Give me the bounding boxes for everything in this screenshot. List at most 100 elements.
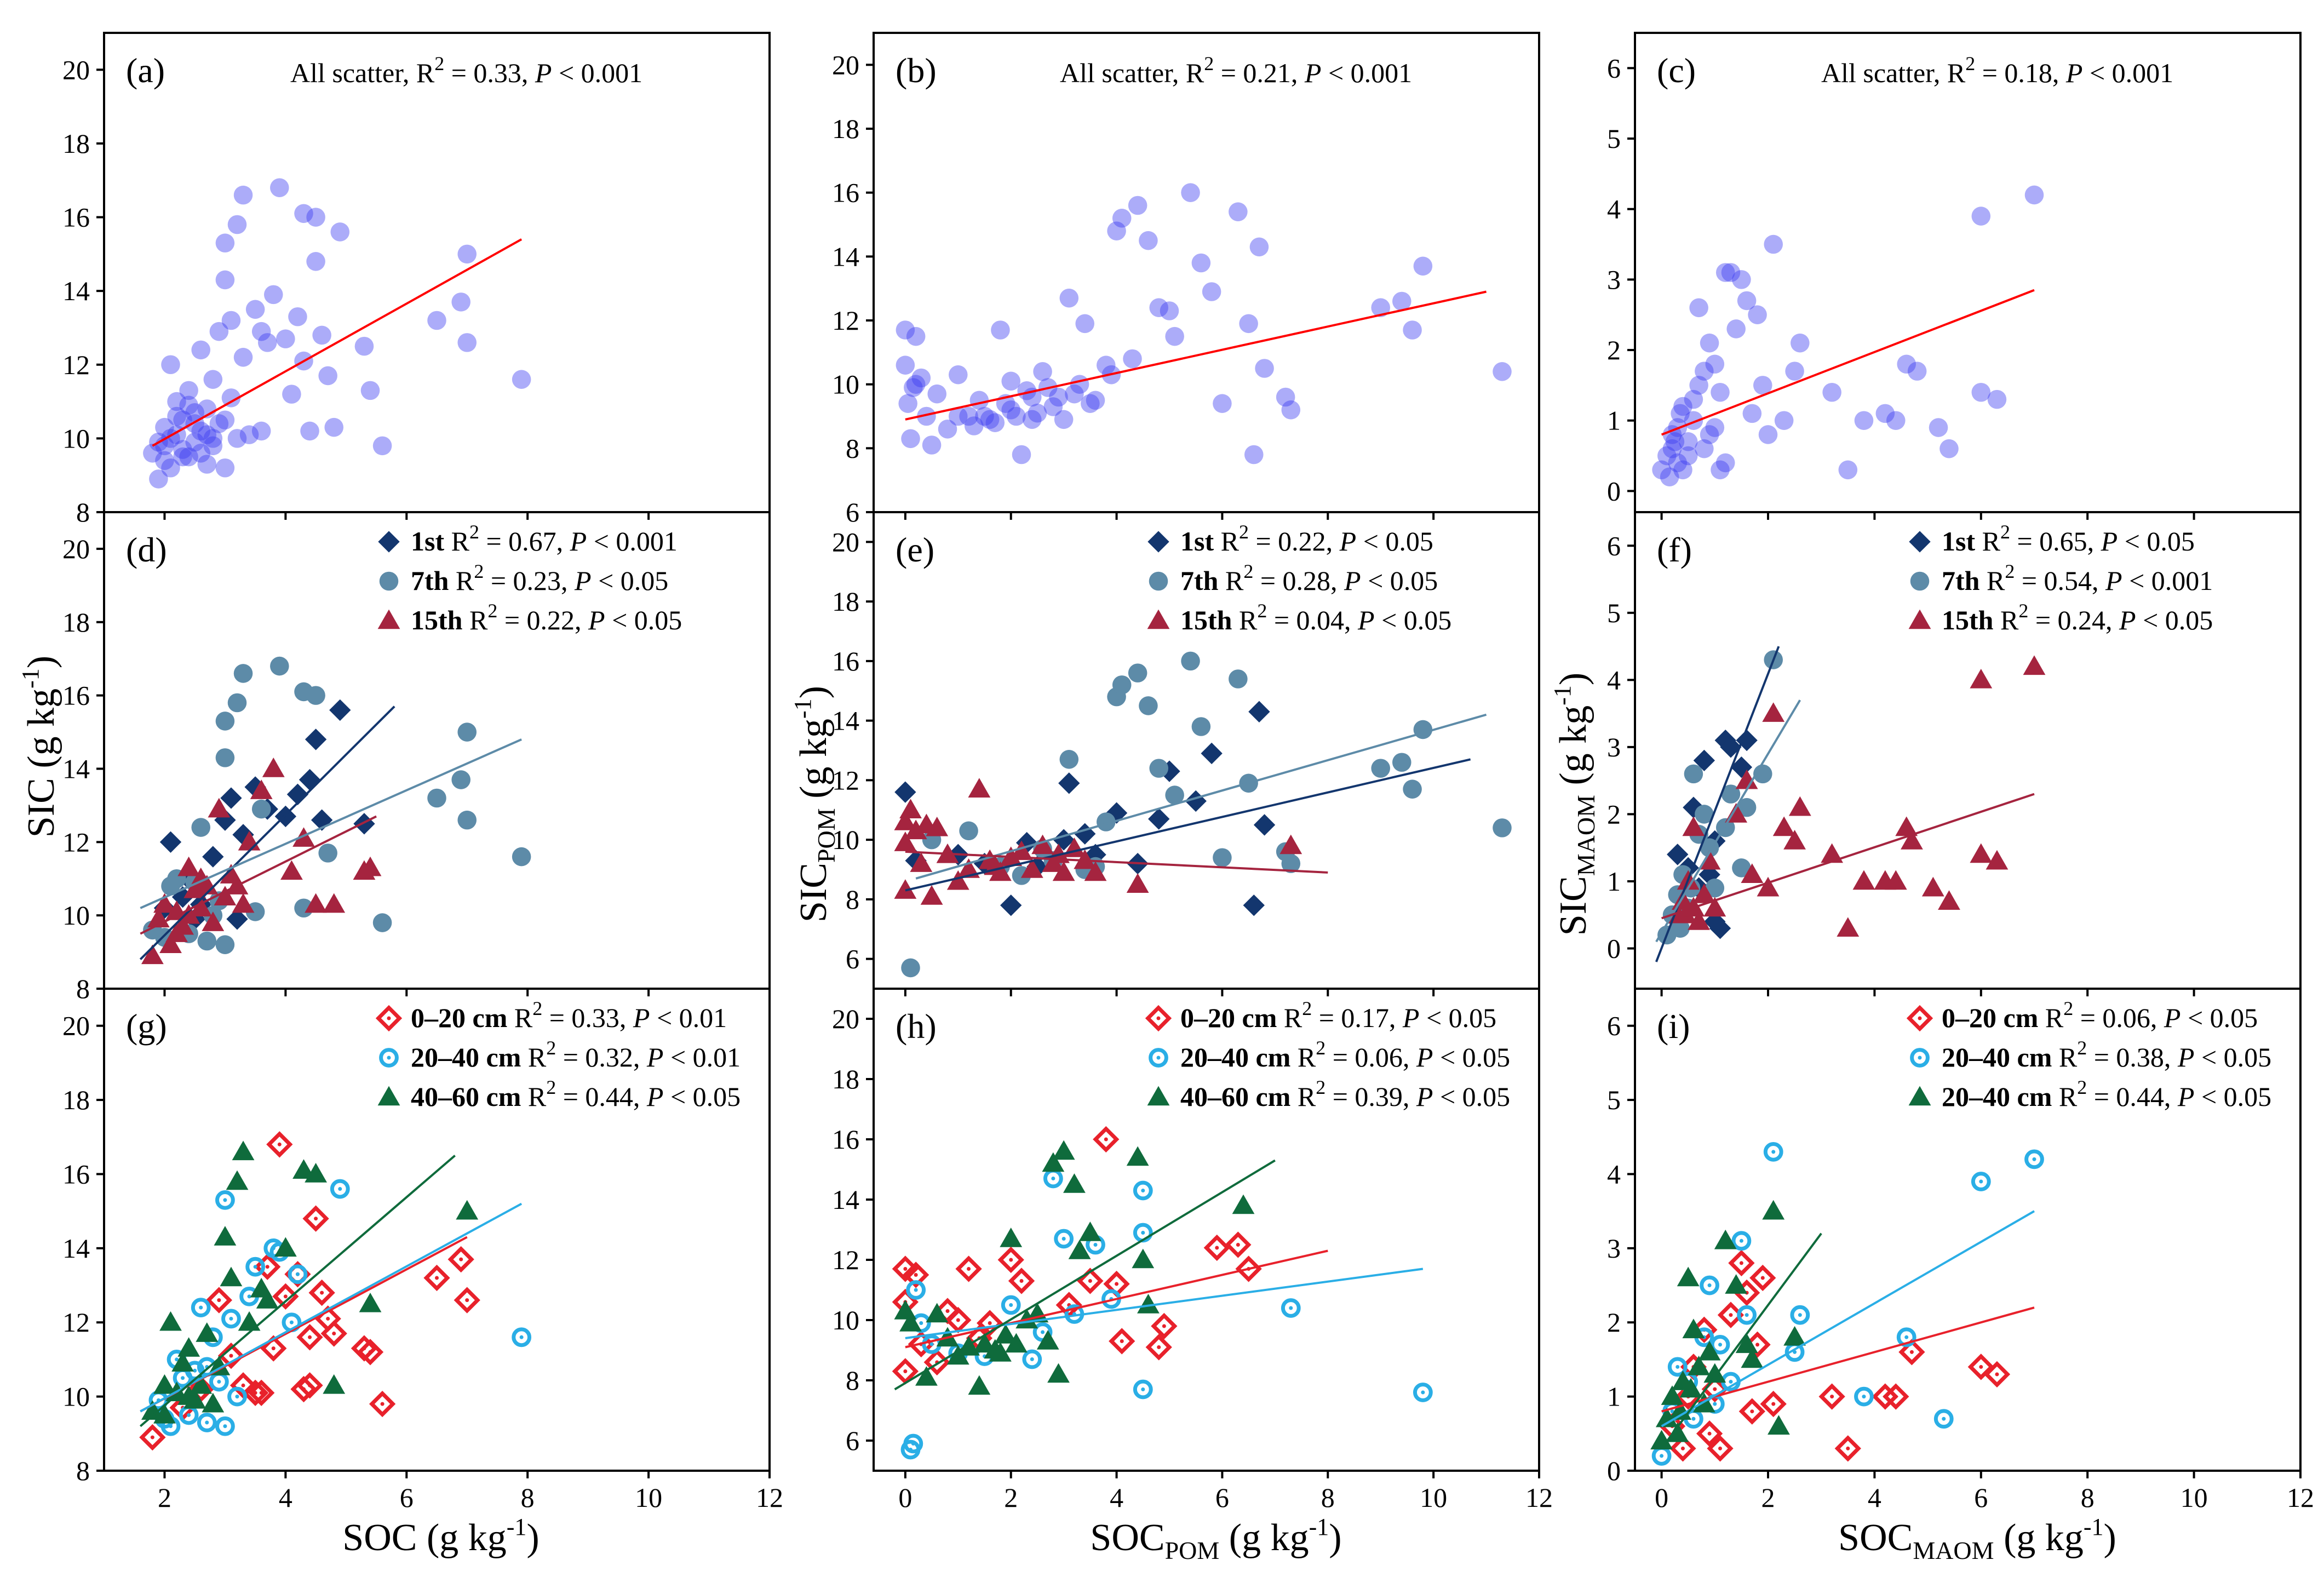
- x-tick-label-i: 8: [2081, 1482, 2095, 1513]
- y-tick-label-f: 4: [1607, 664, 1621, 695]
- y-tick-label-h: 10: [832, 1305, 859, 1335]
- data-point: [1711, 460, 1730, 480]
- y-tick-label-e: 6: [846, 944, 859, 974]
- data-point: [266, 1131, 293, 1158]
- legend-entry: 0–20 cm R2 = 0.17, P < 0.05: [1180, 997, 1496, 1033]
- data-point: [311, 809, 333, 831]
- data-point: [1660, 467, 1679, 486]
- legend-h: 0–20 cm R2 = 0.17, P < 0.05 20–40 cm R2 =…: [1145, 997, 1510, 1112]
- data-point: [1671, 919, 1690, 938]
- y-tick-label-h: 8: [846, 1365, 859, 1396]
- data-point: [302, 1205, 329, 1232]
- data-point: [248, 1379, 275, 1406]
- data-point: [959, 406, 978, 426]
- data-point: [1276, 387, 1295, 407]
- x-tick-label-g: 4: [279, 1482, 292, 1513]
- y-tick-label-g: 12: [62, 1307, 90, 1338]
- data-point: [1762, 702, 1785, 722]
- data-point: [360, 381, 380, 400]
- data-point: [985, 413, 1005, 432]
- data-point: [1139, 696, 1158, 715]
- data-point: [894, 831, 917, 851]
- data-point: [1939, 439, 1959, 458]
- data-point: [1822, 382, 1841, 402]
- data-point: [1688, 910, 1711, 930]
- data-point: [215, 935, 235, 954]
- legend-marker: [1147, 609, 1170, 629]
- data-point: [1023, 410, 1042, 429]
- data-point: [1145, 1334, 1172, 1361]
- data-point: [372, 436, 392, 456]
- data-point: [245, 300, 265, 319]
- data-point: [300, 421, 319, 441]
- data-point: [167, 406, 186, 426]
- data-point: [1774, 411, 1794, 431]
- data-point: [922, 435, 942, 455]
- y-tick-label-a: 18: [62, 128, 90, 159]
- data-point: [1662, 439, 1682, 458]
- legend-marker: [1909, 531, 1931, 553]
- data-point: [1732, 270, 1751, 289]
- data-point: [1007, 406, 1026, 426]
- data-point: [423, 1264, 450, 1292]
- data-point: [288, 1264, 308, 1284]
- data-point: [1692, 884, 1715, 903]
- data-point: [245, 1257, 266, 1277]
- data-point: [329, 699, 351, 721]
- data-point: [1772, 816, 1795, 836]
- y-tick-label-g: 14: [62, 1233, 90, 1264]
- y-tick-label-a: 16: [62, 202, 90, 233]
- data-point: [1249, 237, 1269, 257]
- data-point: [1160, 301, 1179, 320]
- data-point: [141, 944, 164, 965]
- data-point: [1049, 387, 1068, 407]
- data-point: [1650, 1430, 1673, 1450]
- y-tick-label-e: 10: [832, 824, 859, 855]
- data-point: [1897, 354, 1916, 374]
- data-point: [233, 664, 253, 683]
- data-point: [1758, 425, 1778, 444]
- data-point: [149, 469, 168, 489]
- legend-entry: 20–40 cm R2 = 0.32, P < 0.01: [411, 1037, 741, 1072]
- y-tick-label-d: 12: [62, 827, 90, 857]
- x-tick-label-h: 6: [1215, 1482, 1229, 1513]
- data-point: [512, 847, 531, 867]
- data-point: [1790, 1305, 1810, 1325]
- data-point: [1213, 394, 1232, 413]
- data-point: [904, 378, 923, 397]
- data-point: [191, 421, 211, 441]
- data-point: [1757, 876, 1780, 897]
- y-tick-label-i: 6: [1607, 1011, 1621, 1041]
- data-point: [427, 788, 446, 808]
- data-point: [1785, 362, 1804, 381]
- y-tick-label-h: 12: [832, 1244, 859, 1275]
- data-point: [323, 893, 346, 913]
- data-point: [1074, 823, 1096, 845]
- data-point: [1005, 1333, 1028, 1353]
- fit-line: [1661, 289, 2035, 436]
- svg-text:SICPOM (g kg-1): SICPOM (g kg-1): [789, 686, 840, 922]
- data-point: [161, 458, 180, 478]
- data-point: [1255, 359, 1274, 378]
- data-point: [280, 860, 303, 880]
- data-point: [1907, 362, 1927, 381]
- data-point: [1026, 856, 1048, 877]
- data-point: [1673, 460, 1692, 480]
- data-point: [208, 798, 231, 818]
- data-point: [357, 1339, 384, 1366]
- panel-d: 8 10 12 14 16 18 20 (d) 1st R2 = 0.67, P < 0.001…: [62, 511, 771, 1004]
- data-point: [155, 451, 174, 471]
- data-point: [994, 1324, 1017, 1344]
- data-point: [190, 1374, 213, 1394]
- data-point: [902, 1261, 929, 1288]
- y-tick-label-f: 5: [1607, 598, 1621, 628]
- legend-entry: 15th R2 = 0.24, P < 0.05: [1942, 600, 2213, 635]
- data-point: [1768, 1415, 1790, 1435]
- data-point: [1493, 362, 1512, 381]
- legend-marker: [377, 609, 400, 629]
- data-point: [1762, 1200, 1785, 1220]
- data-point: [456, 1200, 479, 1220]
- data-point: [898, 394, 917, 413]
- data-point: [312, 325, 331, 345]
